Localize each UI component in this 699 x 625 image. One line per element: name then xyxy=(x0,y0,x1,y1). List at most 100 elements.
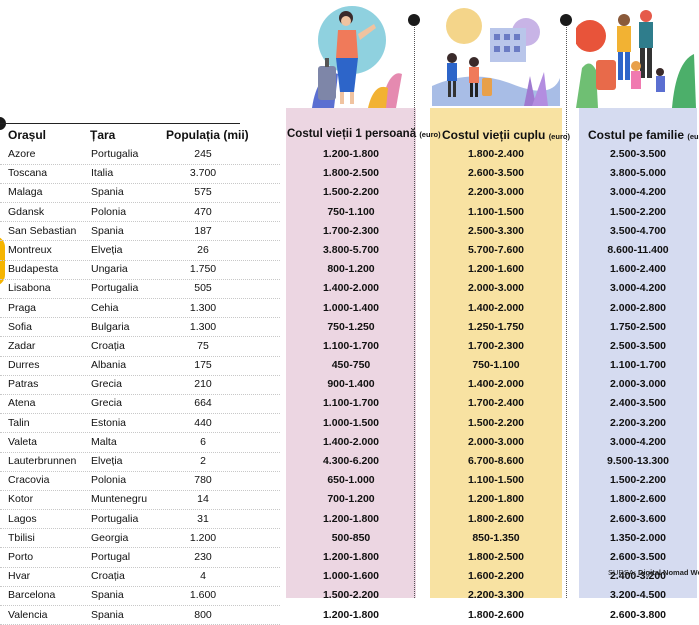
row-separator xyxy=(0,163,280,165)
cell-city: Toscana xyxy=(8,167,48,180)
cell-country: Spania xyxy=(91,186,124,199)
cell-couple: 1.100-1.500 xyxy=(467,474,525,487)
cell-family: 3.000-4.200 xyxy=(609,186,667,199)
cell-population: 1.300 xyxy=(189,301,217,314)
cell-couple: 2.200-3.300 xyxy=(467,589,525,602)
cell-family: 1.750-2.500 xyxy=(609,320,667,333)
cell-family: 3.800-5.000 xyxy=(609,167,667,180)
cell-single: 1.000-1.600 xyxy=(322,570,380,583)
cell-country: Bulgaria xyxy=(91,320,130,333)
cell-country: Spania xyxy=(91,224,124,237)
table-row: Zadar Croația 75 1.100-1.700 1.700-2.300 2.50… xyxy=(0,337,699,357)
cell-single: 1.100-1.700 xyxy=(322,339,380,352)
cell-couple: 2.200-3.000 xyxy=(467,186,525,199)
cell-country: Muntenegru xyxy=(91,493,148,506)
divider-dot xyxy=(408,14,420,26)
cell-city: Praga xyxy=(8,301,37,314)
cell-family: 1.500-2.200 xyxy=(609,205,667,218)
cell-couple: 1.200-1.800 xyxy=(467,493,525,506)
cell-family: 2.500-3.500 xyxy=(609,148,667,160)
cell-population: 6 xyxy=(200,435,206,448)
cell-country: Portugal xyxy=(91,550,131,563)
dotted-divider xyxy=(414,22,415,598)
family-travel-illustration xyxy=(576,10,696,108)
cell-single: 650-1.000 xyxy=(327,474,375,487)
cell-single: 450-750 xyxy=(331,359,371,372)
cell-couple: 850-1.350 xyxy=(472,531,520,544)
cell-population: 664 xyxy=(194,397,212,410)
row-separator xyxy=(0,566,280,568)
cell-country: Spania xyxy=(91,608,124,621)
row-separator xyxy=(0,298,280,299)
cell-city: Talin xyxy=(8,416,30,429)
cell-city: Hvar xyxy=(8,570,31,583)
cell-single: 3.800-5.700 xyxy=(322,243,380,256)
cell-single: 1.200-1.800 xyxy=(322,550,380,563)
cell-population: 75 xyxy=(197,339,209,352)
cell-single: 1.800-2.500 xyxy=(322,167,380,180)
cell-country: Portugalia xyxy=(91,148,139,160)
cell-population: 175 xyxy=(194,359,212,372)
cell-population: 245 xyxy=(194,148,212,160)
cost-table: Azore Portugalia 245 1.200-1.800 1.800-2.400… xyxy=(0,145,699,625)
single-column-background xyxy=(286,108,416,598)
table-row: Porto Portugal 230 1.200-1.800 1.800-2.500 2.… xyxy=(0,548,699,568)
table-row: Valeta Malta 6 1.400-2.000 2.000-3.000 3.000-… xyxy=(0,433,699,453)
cell-family: 1.800-2.600 xyxy=(609,493,667,506)
cell-city: Azore xyxy=(8,148,36,160)
cell-city: Durres xyxy=(8,359,40,372)
cell-couple: 1.400-2.000 xyxy=(467,301,525,314)
cell-city: Montreux xyxy=(8,243,52,256)
header-couple-cost: Costul vieții cuplu (euro) xyxy=(442,128,570,142)
cell-family: 2.600-3.800 xyxy=(609,608,667,621)
row-separator xyxy=(0,489,280,491)
cell-couple: 2.500-3.300 xyxy=(467,224,525,237)
header-family-cost: Costul pe familie (euro) xyxy=(588,128,699,142)
cell-single: 800-1.200 xyxy=(327,263,375,276)
cell-population: 505 xyxy=(194,282,212,295)
table-row: Lagos Portugalia 31 1.200-1.800 1.800-2.600 2… xyxy=(0,510,699,530)
cell-population: 3.700 xyxy=(189,167,217,180)
cell-single: 750-1.100 xyxy=(327,205,375,218)
cell-population: 14 xyxy=(197,493,209,506)
cell-couple: 5.700-7.600 xyxy=(467,243,525,256)
cell-couple: 1.700-2.300 xyxy=(467,339,525,352)
cell-city: Budapesta xyxy=(8,263,59,276)
cell-family: 2.600-3.500 xyxy=(609,550,667,563)
cell-family: 2.500-3.500 xyxy=(609,339,667,352)
cell-family: 8.600-11.400 xyxy=(607,243,669,256)
cell-couple: 750-1.100 xyxy=(472,359,520,372)
cell-family: 2.000-3.000 xyxy=(609,378,667,391)
cell-city: Gdansk xyxy=(8,205,45,218)
table-row: Malaga Spania 575 1.500-2.200 2.200-3.000 3.0… xyxy=(0,183,699,204)
table-row: Lisabona Portugalia 505 1.400-2.000 2.000-3.… xyxy=(0,279,699,299)
cell-country: Georgia xyxy=(91,531,129,544)
cell-family: 2.600-3.600 xyxy=(609,512,667,525)
cell-city: Valencia xyxy=(8,608,48,621)
cell-population: 2 xyxy=(200,455,206,467)
cell-city: Sofia xyxy=(8,320,32,333)
row-separator xyxy=(0,528,280,530)
cell-couple: 6.700-8.600 xyxy=(467,455,525,467)
table-row: Praga Cehia 1.300 1.000-1.400 1.400-2.000 2.0… xyxy=(0,299,699,319)
row-separator xyxy=(0,355,280,357)
cell-country: Malta xyxy=(91,435,117,448)
source-note: SURSA: Digital Nomad World xyxy=(608,568,699,577)
row-separator xyxy=(0,182,280,184)
cell-single: 1.500-2.200 xyxy=(322,186,380,199)
table-row: Azore Portugalia 245 1.200-1.800 1.800-2.400… xyxy=(0,145,699,165)
cell-city: Lauterbrunnen xyxy=(8,455,77,467)
cell-city: Kotor xyxy=(8,493,34,506)
cell-single: 900-1.400 xyxy=(327,378,375,391)
cell-couple: 1.800-2.500 xyxy=(467,550,525,563)
cell-population: 210 xyxy=(194,378,212,391)
cell-family: 1.600-2.400 xyxy=(609,263,667,276)
cell-single: 4.300-6.200 xyxy=(322,455,380,467)
table-row: Durres Albania 175 450-750 750-1.100 1.100-1.… xyxy=(0,356,699,376)
cell-couple: 1.600-2.200 xyxy=(467,570,525,583)
cell-country: Elveția xyxy=(91,455,123,467)
cell-single: 750-1.250 xyxy=(327,320,375,333)
cell-couple: 1.800-2.400 xyxy=(467,148,525,160)
cell-single: 1.500-2.200 xyxy=(322,589,380,602)
header-city: Orașul xyxy=(8,128,47,142)
